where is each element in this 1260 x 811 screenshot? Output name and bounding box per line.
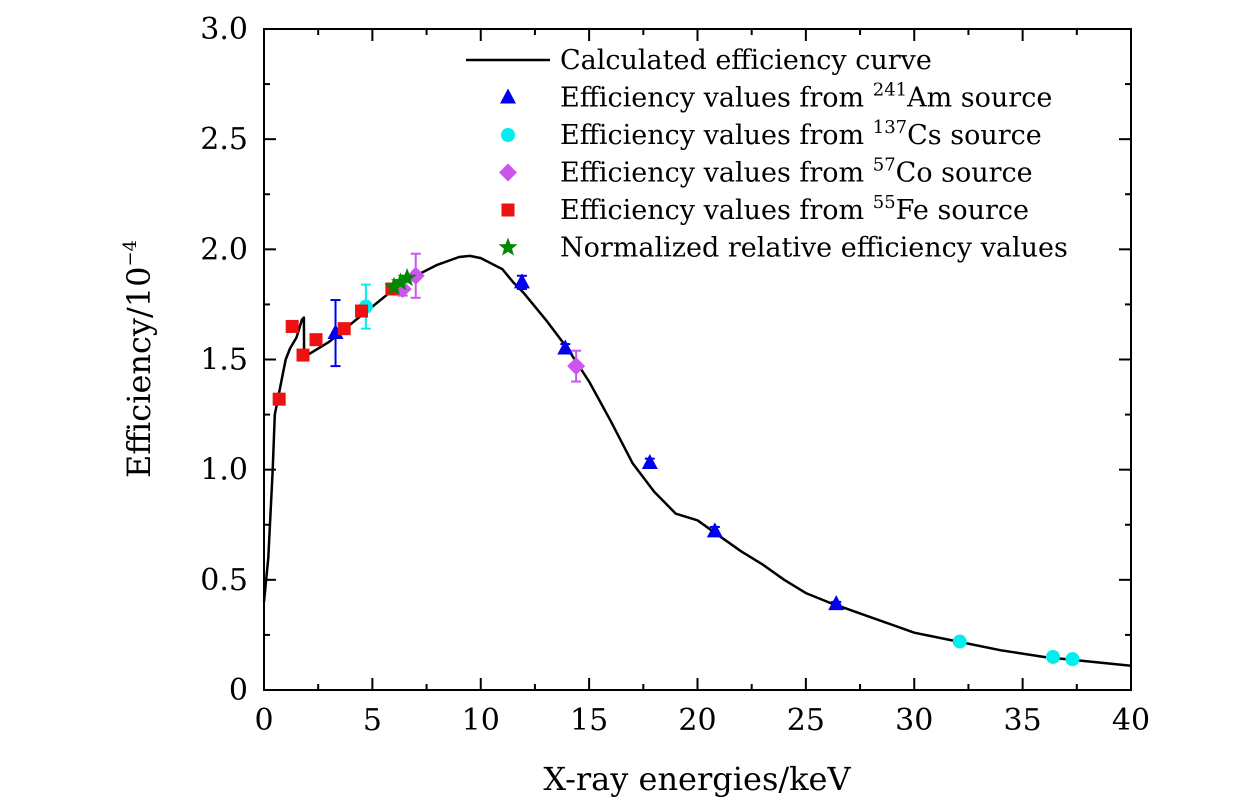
square-data-point (337, 322, 351, 336)
x-tick-label: 15 (570, 703, 608, 738)
triangle-data-point (557, 339, 574, 355)
square-data-point (296, 348, 310, 362)
triangle-data-point (828, 595, 845, 611)
circle-data-point (1045, 649, 1060, 664)
legend-text-prefix: Efficiency values from (560, 195, 873, 226)
x-tick-label: 5 (363, 703, 382, 738)
x-tick-label: 40 (1112, 703, 1150, 738)
legend-text-suffix: Am source (906, 83, 1052, 114)
legend-text-prefix: Efficiency values from (560, 120, 873, 151)
legend-text-suffix: Co source (896, 158, 1033, 189)
legend-square-icon (501, 203, 515, 217)
legend-text-prefix: Efficiency values from (560, 158, 873, 189)
legend-entry-text: Efficiency values from 57Co source (560, 155, 1033, 189)
legend-text-suffix: Fe source (896, 195, 1029, 226)
legend-entry-text: Normalized relative efficiency values (560, 233, 1068, 264)
curve-layer (262, 254, 1132, 668)
triangle-data-point (327, 324, 344, 340)
y-tick-label: 1.0 (200, 453, 248, 488)
y-axis-label-base: Efficiency/10 (120, 267, 158, 479)
legend-entry-text: Efficiency values from 137Cs source (560, 117, 1042, 151)
square-data-point (272, 392, 286, 406)
efficiency-curve (262, 254, 1132, 668)
y-tick-label: 0.5 (200, 563, 248, 598)
diamond-data-point (567, 357, 586, 376)
legend-entry-text: Efficiency values from 55Fe source (560, 192, 1029, 226)
x-tick-label: 30 (895, 703, 933, 738)
legend-isotope-mass: 137 (873, 117, 907, 138)
y-tick-label: 2.5 (200, 122, 248, 157)
x-tick-label: 20 (678, 703, 716, 738)
square-data-point (355, 304, 369, 318)
circle-data-point (1065, 652, 1080, 667)
legend-isotope-mass: 241 (873, 80, 907, 101)
legend-circle-icon (501, 128, 515, 142)
y-axis-label-exponent: −4 (120, 240, 141, 267)
x-tick-label: 0 (254, 703, 273, 738)
legend-text-suffix: Cs source (907, 120, 1042, 151)
legend-text-prefix: Efficiency values from (560, 83, 873, 114)
star-data-point (391, 272, 411, 291)
circle-data-point (952, 634, 967, 649)
y-tick-label: 0 (229, 673, 248, 708)
points-layer (272, 252, 1080, 667)
x-tick-label: 35 (1004, 703, 1042, 738)
legend-entry-text: Efficiency values from 241Am source (560, 80, 1052, 114)
legend: Calculated efficiency curve Efficiency va… (466, 45, 1068, 264)
legend-star-icon (498, 237, 518, 256)
x-tick-label: 25 (787, 703, 825, 738)
triangle-data-point (513, 273, 530, 289)
square-data-point (309, 333, 323, 347)
star-data-point (384, 276, 404, 295)
legend-isotope-mass: 57 (873, 155, 896, 176)
triangle-data-point (641, 454, 658, 470)
triangle-data-point (706, 522, 723, 538)
legend-triangle-icon (500, 88, 516, 104)
legend-isotope-mass: 55 (873, 192, 896, 213)
legend-diamond-icon (499, 163, 517, 182)
y-tick-label: 3.0 (200, 12, 248, 47)
square-data-point (285, 319, 299, 333)
legend-entry-text: Calculated efficiency curve (560, 45, 932, 76)
y-axis-label: Efficiency/10−4 (120, 240, 158, 478)
x-tick-label: 10 (462, 703, 500, 738)
y-tick-label: 1.5 (200, 343, 248, 378)
axis-ticks: 0 5 10 15 20 25 30 35 40 0 0.5 1.0 1.5 2.0 2.5 3.0 (200, 12, 1150, 738)
y-tick-label: 2.0 (200, 232, 248, 267)
star-data-point (397, 268, 417, 287)
x-axis-label: X-ray energies/keV (543, 760, 851, 798)
